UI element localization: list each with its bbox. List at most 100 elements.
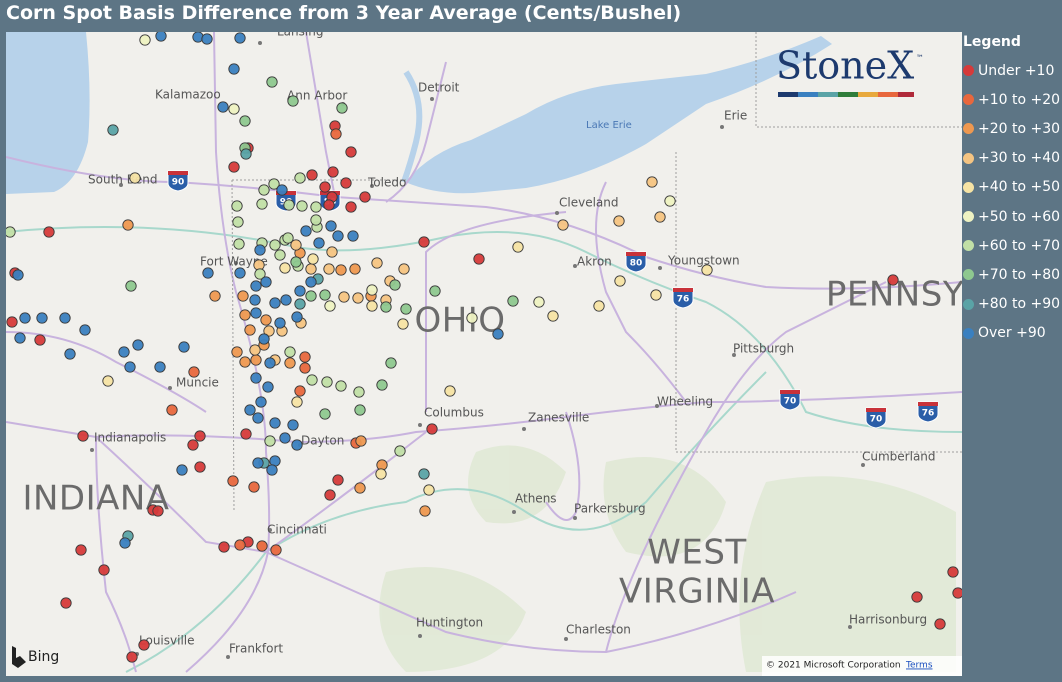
logo-text: StoneX [776,44,914,88]
location-dot [283,199,295,211]
location-dot [287,95,299,107]
location-dot [240,148,252,160]
logo-bar [818,92,838,97]
location-dot [6,316,18,328]
shield [167,170,189,192]
location-dot [269,239,281,251]
provider: Bing [12,646,59,668]
state-label: INDIANA [22,479,169,519]
location-dot [287,419,299,431]
location-dot [19,312,31,324]
city-marker [268,528,272,532]
legend-swatch [963,211,974,223]
location-dot [249,344,261,356]
location-dot [466,312,478,324]
shield-top [168,171,188,175]
attribution: © 2021 Microsoft Corporation [766,661,901,671]
city-label: Kalamazoo [155,88,221,102]
location-dot [244,324,256,336]
location-dot [239,115,251,127]
location-dot [389,279,401,291]
legend-item[interactable]: Under +10 [963,56,1062,85]
location-dot [887,274,899,286]
city-marker [258,41,262,45]
legend-item[interactable]: +20 to +30 [963,114,1062,143]
location-dot [284,346,296,358]
location-dot [290,256,302,268]
location-dot [234,267,246,279]
state-label: WEST [647,533,746,573]
legend-label: +80 to +90 [978,296,1061,313]
legend-swatch [963,327,974,339]
city-marker [564,637,568,641]
location-dot [256,198,268,210]
city-label: Frankfort [229,642,283,656]
legend-item[interactable]: +10 to +20 [963,85,1062,114]
city-marker [90,448,94,452]
legend-item[interactable]: Over +90 [963,319,1062,348]
shield-top [918,402,938,406]
state-borders [231,32,962,513]
city-marker [732,353,736,357]
location-dot [234,539,246,551]
location-dot [194,430,206,442]
logo-bar [778,92,798,97]
legend-item[interactable]: +80 to +90 [963,290,1062,319]
location-dot [129,172,141,184]
rivers [6,226,962,673]
city-marker [119,183,123,187]
shield-top [780,390,800,394]
location-dot [194,461,206,473]
location-dot [231,346,243,358]
legend-item[interactable]: +70 to +80 [963,260,1062,289]
location-dot [119,537,131,549]
city-label: Wheeling [657,395,713,409]
location-dot [178,341,190,353]
city-label: Columbus [424,406,484,420]
legend-label: +20 to +30 [978,120,1061,137]
location-dot [118,346,130,358]
location-dot [254,268,266,280]
city-label: Ann Arbor [287,89,347,103]
logo-bar [878,92,898,97]
location-dot [232,216,244,228]
shield [625,251,647,273]
location-dot [664,195,676,207]
location-dot [299,351,311,363]
location-dot [75,544,87,556]
location-dot [952,587,962,599]
legend-item[interactable]: +40 to +50 [963,173,1062,202]
location-dot [250,354,262,366]
location-dot [166,404,178,416]
location-dot [239,309,251,321]
legend-item[interactable]: +50 to +60 [963,202,1062,231]
location-dot [176,464,188,476]
location-dot [366,284,378,296]
city-label: Pittsburgh [733,342,794,356]
location-dot [473,253,485,265]
city-marker [226,655,230,659]
terms-link[interactable]: Terms [905,661,933,671]
legend-title: Legend [963,34,1021,50]
location-dot [359,191,371,203]
city-label: Toledo [367,176,406,190]
location-dot [102,375,114,387]
location-dot [263,325,275,337]
location-dot [217,101,229,113]
location-dot [266,464,278,476]
location-dot [347,230,359,242]
legend-label: +70 to +80 [978,266,1061,283]
logo-bar [858,92,878,97]
shield-number: 80 [630,259,643,269]
city-label: Parkersburg [574,502,646,516]
logo-bar [898,92,914,97]
city-label: Charleston [566,623,631,637]
legend-item[interactable]: +60 to +70 [963,231,1062,260]
shield [779,389,801,411]
location-dot [155,32,167,42]
location-dot [335,264,347,276]
location-dot [252,412,264,424]
location-dot [291,311,303,323]
location-dot [201,33,213,45]
legend-item[interactable]: +30 to +40 [963,144,1062,173]
